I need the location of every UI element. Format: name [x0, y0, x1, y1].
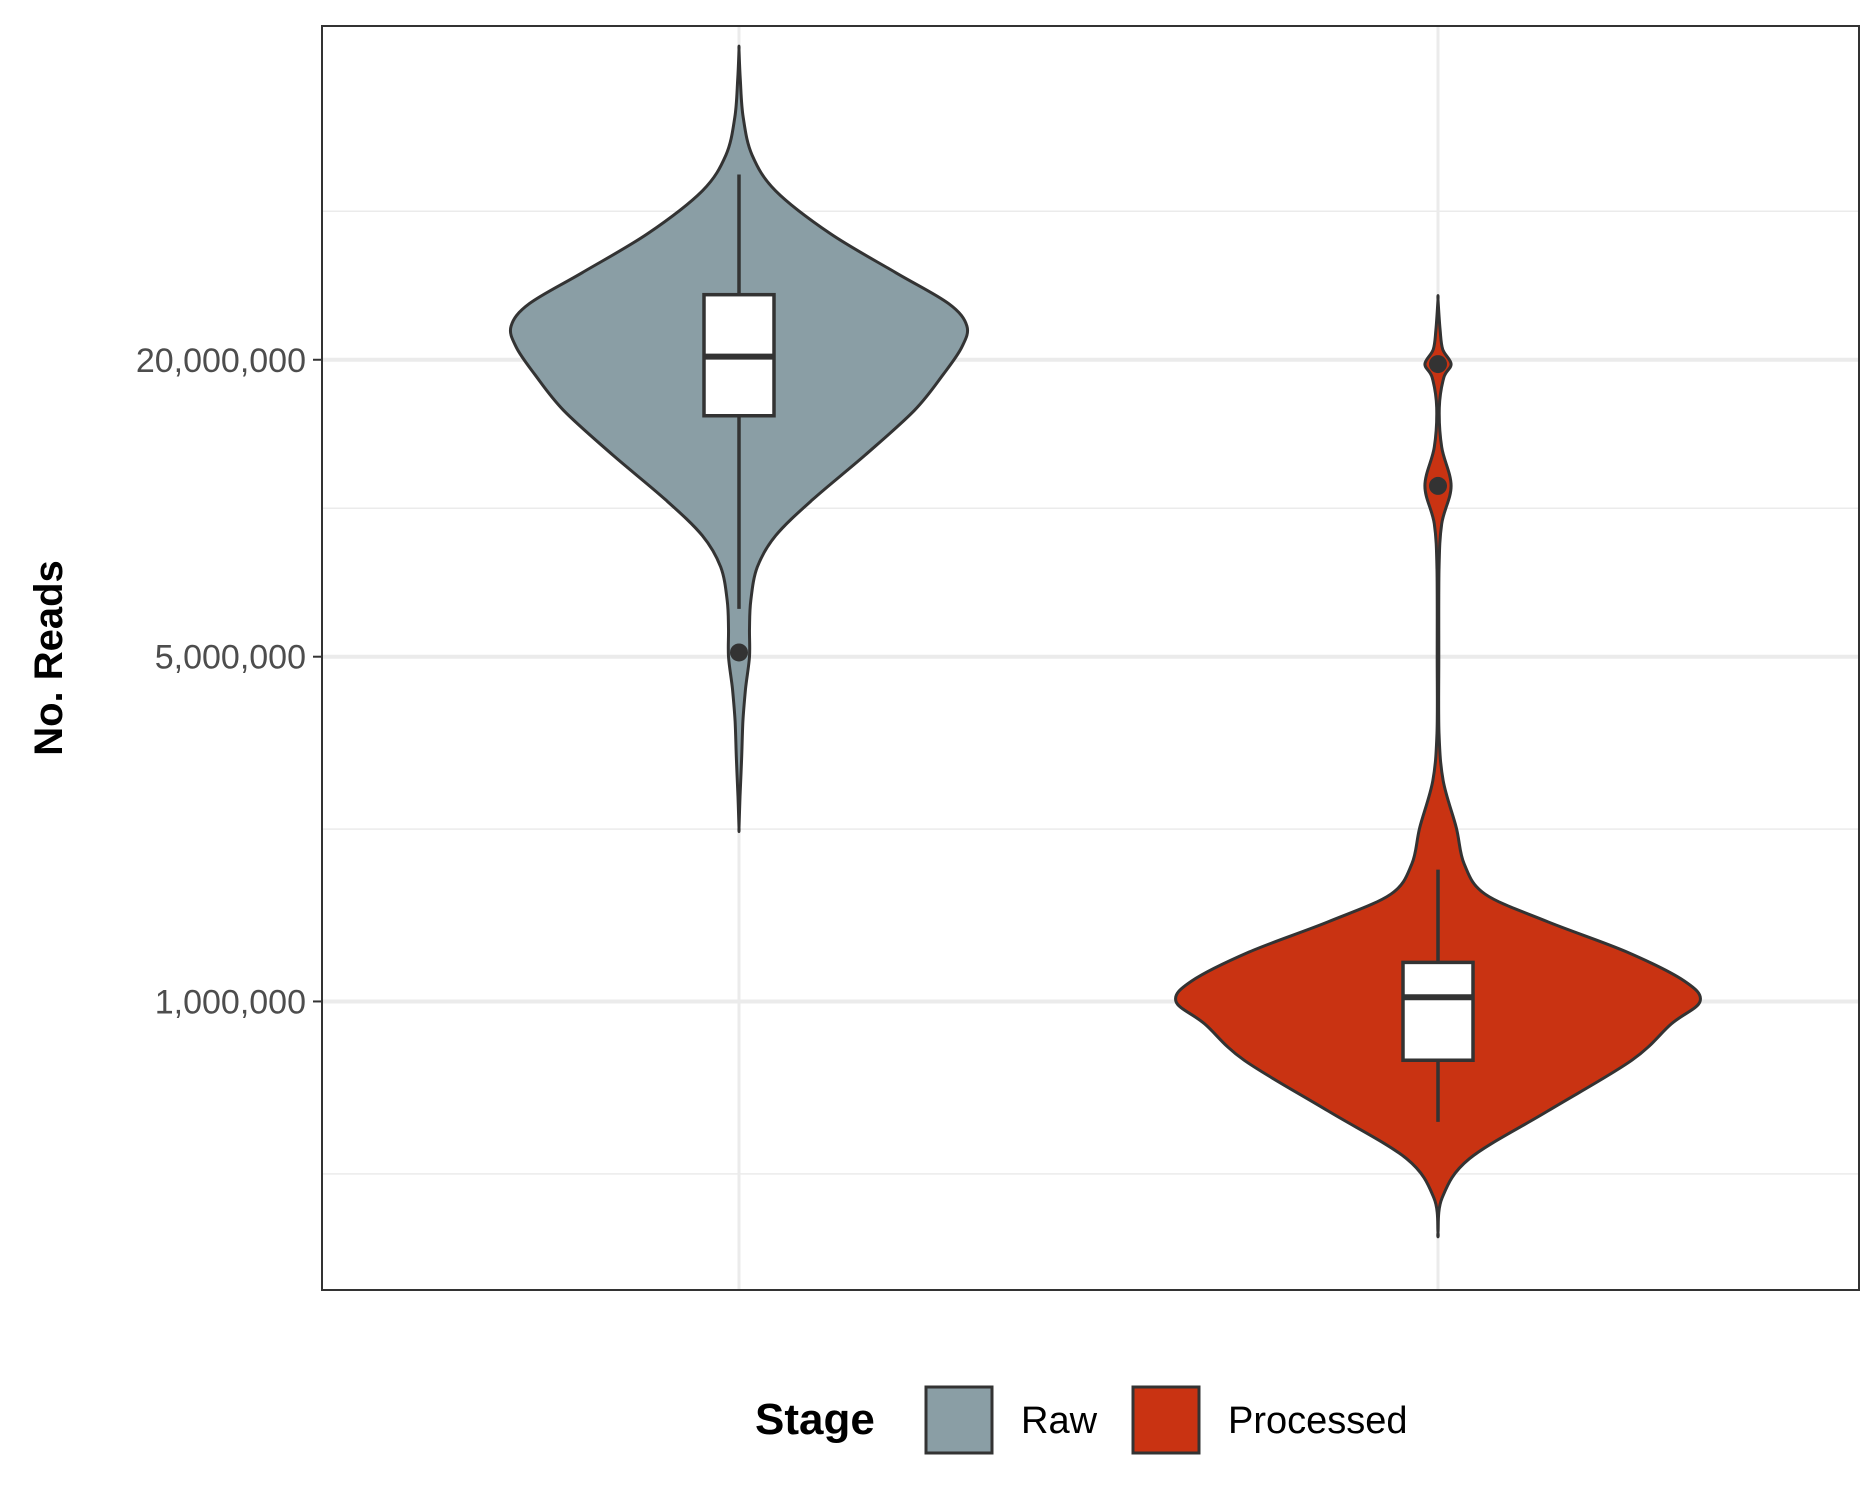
y-tick-label-0: 1,000,000 [155, 983, 306, 1021]
legend-key-processed [1131, 1385, 1201, 1455]
legend: Stage Raw Processed [755, 1385, 1408, 1455]
outlier-raw-0 [730, 643, 748, 662]
y-tick-label-1: 5,000,000 [155, 639, 306, 677]
violin-processed [1174, 294, 1702, 1239]
outlier-processed-0 [1429, 355, 1447, 374]
legend-title: Stage [755, 1395, 875, 1444]
y-axis: 1,000,000 5,000,000 20,000,000 [136, 342, 322, 1021]
legend-label-raw: Raw [1021, 1400, 1098, 1442]
legend-label-processed: Processed [1228, 1400, 1408, 1442]
grid-layer [322, 26, 1859, 1290]
outlier-processed-1 [1429, 476, 1447, 495]
y-tick-label-2: 20,000,000 [136, 342, 306, 380]
panel-border [321, 25, 1860, 1291]
legend-key-raw [924, 1385, 994, 1455]
y-axis-title: No. Reads [27, 560, 71, 756]
violin-layer [508, 44, 1702, 1239]
box-processed [1401, 960, 1475, 1062]
